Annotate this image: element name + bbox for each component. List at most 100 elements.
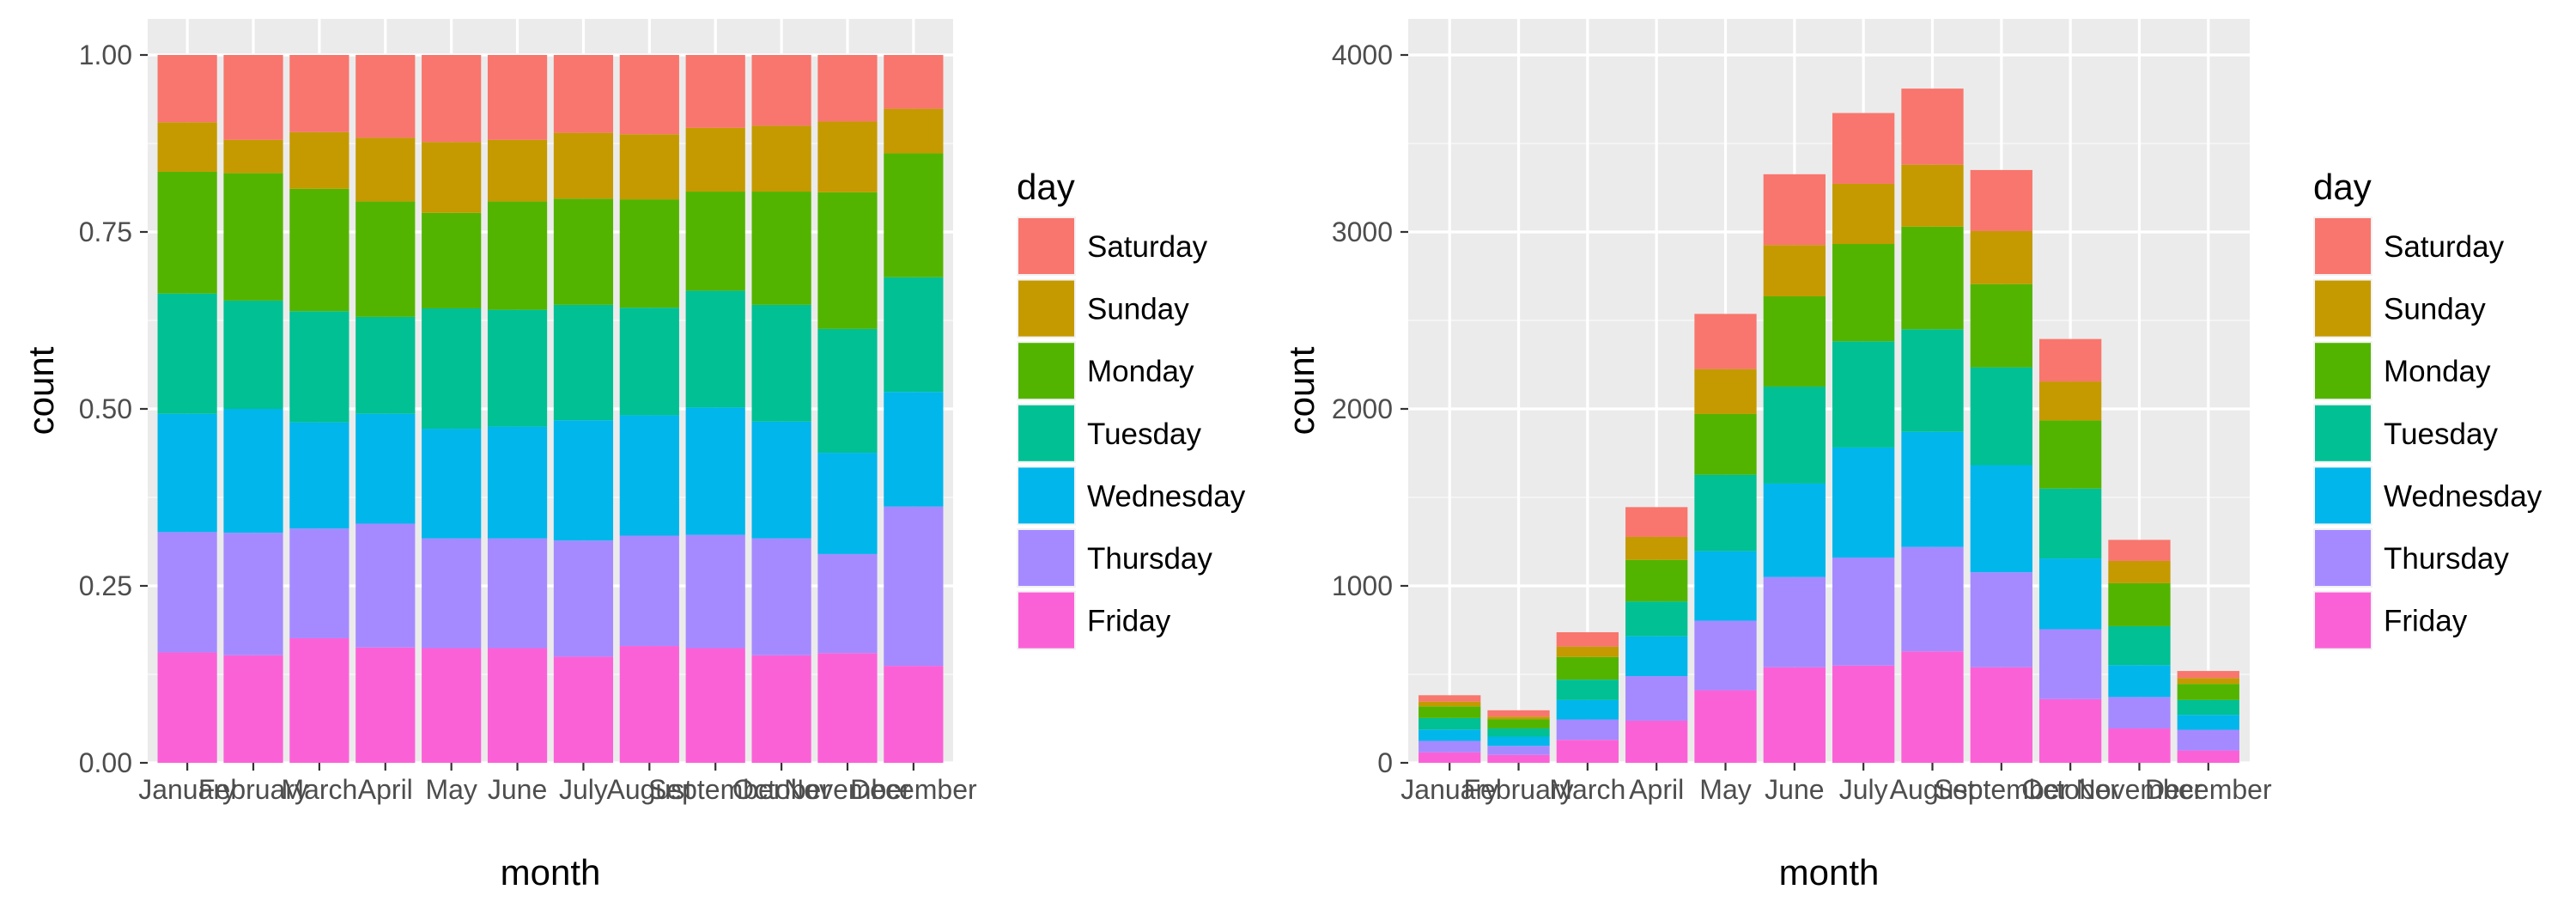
bar-monday-june (1763, 296, 1826, 387)
bar-friday-october (2039, 698, 2102, 763)
bar-saturday-november (2108, 539, 2171, 561)
bar-tuesday-april (1625, 601, 1688, 637)
bar-sunday-may (422, 142, 482, 213)
bar-friday-april (355, 647, 416, 763)
bar-thursday-march (1556, 719, 1619, 740)
bar-thursday-november (817, 553, 878, 654)
bar-wednesday-august (619, 415, 679, 536)
x-tick-label: September (1935, 774, 2069, 805)
bar-tuesday-june (1763, 387, 1826, 484)
bar-saturday-february (1487, 710, 1550, 717)
bar-monday-april (1625, 559, 1688, 602)
bar-wednesday-december (2177, 715, 2239, 730)
bar-sunday-may (1694, 369, 1757, 414)
bar-tuesday-december (2177, 699, 2239, 716)
bar-wednesday-september (685, 407, 745, 535)
bar-monday-december (2177, 684, 2239, 700)
bar-monday-august (619, 199, 679, 308)
bar-sunday-january (1419, 701, 1481, 707)
x-tick-label: February (198, 774, 308, 805)
bar-saturday-october (751, 55, 811, 126)
bar-saturday-september (685, 55, 745, 128)
y-axis-title: count (21, 346, 61, 435)
bar-monday-january (157, 171, 217, 294)
bar-monday-may (1694, 413, 1757, 475)
bar-friday-december (2177, 750, 2239, 763)
bar-saturday-april (355, 55, 416, 138)
bar-thursday-may (1694, 620, 1757, 691)
legend-label-monday: Monday (1087, 355, 1194, 388)
x-tick-label: September (648, 774, 783, 805)
bar-friday-february (223, 655, 283, 763)
legend-label-saturday: Saturday (2384, 230, 2505, 264)
bar-tuesday-november (817, 328, 878, 454)
bar-sunday-july (1832, 183, 1895, 245)
x-tick-label: August (1890, 774, 1976, 805)
bar-monday-may (422, 212, 482, 308)
bar-friday-march (289, 637, 349, 763)
bar-tuesday-july (1832, 341, 1895, 448)
bar-monday-july (1832, 244, 1895, 342)
bar-wednesday-april (1625, 636, 1688, 677)
bar-monday-june (487, 201, 548, 310)
y-tick-label: 4000 (1332, 40, 1393, 70)
bar-thursday-july (1832, 558, 1895, 666)
bar-tuesday-june (487, 309, 548, 427)
bar-saturday-july (553, 55, 614, 133)
legend-label-sunday: Sunday (1087, 293, 1189, 326)
bar-thursday-december (2177, 729, 2239, 751)
legend-label-thursday: Thursday (2384, 542, 2509, 576)
bar-monday-september (685, 192, 745, 291)
bar-thursday-march (289, 528, 349, 638)
bar-monday-april (355, 201, 416, 317)
x-tick-label: May (425, 774, 477, 805)
x-tick-label: January (1400, 774, 1498, 805)
bar-wednesday-april (355, 413, 416, 524)
x-tick-label: June (488, 774, 547, 805)
bar-sunday-april (355, 137, 416, 202)
legend-label-sunday: Sunday (2384, 293, 2486, 326)
bar-monday-november (2108, 582, 2171, 626)
bar-tuesday-january (1419, 717, 1481, 730)
bar-saturday-may (1694, 314, 1757, 369)
y-tick-label: 0 (1377, 747, 1393, 778)
legend-swatch-saturday (2315, 218, 2371, 274)
bar-saturday-august (619, 55, 679, 135)
bar-saturday-march (1556, 631, 1619, 647)
bar-sunday-august (1901, 164, 1964, 227)
bar-saturday-august (1901, 88, 1964, 165)
bar-tuesday-march (289, 311, 349, 423)
bar-wednesday-november (2108, 665, 2171, 698)
y-tick-label: 0.00 (79, 747, 132, 778)
bar-tuesday-october (751, 304, 811, 422)
bar-thursday-january (1419, 740, 1481, 753)
bar-friday-february (1487, 754, 1550, 763)
bar-tuesday-may (422, 308, 482, 430)
legend-swatch-tuesday (1018, 405, 1074, 461)
bar-wednesday-june (1763, 483, 1826, 577)
bar-thursday-august (1901, 546, 1964, 652)
bar-friday-september (685, 648, 745, 763)
bar-monday-september (1970, 283, 2032, 368)
bar-sunday-september (685, 127, 745, 192)
x-tick-label: March (281, 774, 357, 805)
legend-label-wednesday: Wednesday (1087, 479, 1246, 513)
bar-friday-january (157, 652, 217, 763)
bar-wednesday-july (553, 420, 614, 541)
bar-saturday-december (884, 55, 944, 109)
bar-sunday-april (1625, 536, 1688, 560)
bar-wednesday-january (157, 413, 217, 533)
bar-wednesday-october (751, 421, 811, 539)
x-tick-label: July (1839, 774, 1888, 805)
bar-monday-december (884, 153, 944, 277)
bar-sunday-july (553, 132, 614, 199)
bar-thursday-november (2108, 697, 2171, 729)
bar-monday-november (817, 192, 878, 329)
bar-monday-january (1419, 706, 1481, 718)
bar-saturday-january (1419, 695, 1481, 702)
legend-title: day (1017, 167, 1075, 207)
bar-sunday-october (751, 125, 811, 192)
legend-swatch-saturday (1018, 218, 1074, 274)
bar-thursday-april (1625, 676, 1688, 721)
